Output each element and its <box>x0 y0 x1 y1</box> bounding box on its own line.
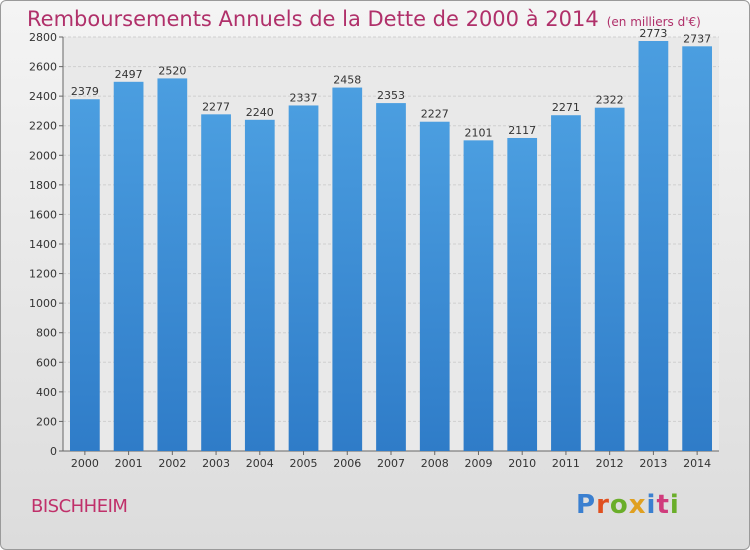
bar-value-label: 2227 <box>421 108 449 121</box>
bar <box>507 137 538 451</box>
x-tick-label: 2008 <box>421 457 449 470</box>
y-tick-label: 2400 <box>29 90 57 103</box>
chart-title: Remboursements Annuels de la Dette de 20… <box>27 7 701 31</box>
place-name: BISCHHEIM <box>31 496 128 517</box>
bar <box>244 119 275 452</box>
y-tick-label: 1000 <box>29 297 57 310</box>
bar <box>332 87 363 452</box>
bar-value-label: 2240 <box>246 106 274 119</box>
y-tick-label: 800 <box>36 327 57 340</box>
y-tick-label: 400 <box>36 386 57 399</box>
bar <box>594 107 625 451</box>
x-tick-label: 2003 <box>202 457 230 470</box>
y-tick-label: 0 <box>50 445 57 458</box>
bar-value-label: 2117 <box>508 124 536 137</box>
bar-value-label: 2322 <box>596 94 624 107</box>
x-tick-label: 2001 <box>115 457 143 470</box>
bar-value-label: 2271 <box>552 101 580 114</box>
y-tick-label: 1200 <box>29 268 57 281</box>
bar <box>69 99 100 451</box>
bar-value-label: 2737 <box>683 32 711 45</box>
bar <box>638 40 669 452</box>
x-tick-label: 2012 <box>596 457 624 470</box>
chart-title-text: Remboursements Annuels de la Dette de 20… <box>27 7 599 31</box>
x-tick-label: 2006 <box>333 457 361 470</box>
bar-value-label: 2353 <box>377 89 405 102</box>
bar <box>419 121 450 452</box>
x-tick-label: 2014 <box>683 457 711 470</box>
y-tick-label: 2000 <box>29 149 57 162</box>
bar <box>376 103 406 452</box>
x-tick-label: 2013 <box>639 457 667 470</box>
bar <box>157 78 188 452</box>
bar <box>113 81 144 451</box>
y-tick-label: 1600 <box>29 208 57 221</box>
y-tick-label: 1400 <box>29 238 57 251</box>
x-tick-label: 2007 <box>377 457 405 470</box>
bar-value-label: 2277 <box>202 100 230 113</box>
x-tick-label: 2002 <box>158 457 186 470</box>
proxiti-logo: Proxiti <box>576 490 680 520</box>
bar-value-label: 2773 <box>639 27 667 40</box>
y-tick-label: 1800 <box>29 179 57 192</box>
x-tick-label: 2011 <box>552 457 580 470</box>
y-tick-label: 2200 <box>29 120 57 133</box>
bar-value-label: 2520 <box>158 64 186 77</box>
bar <box>288 105 319 451</box>
bar-value-label: 2337 <box>290 91 318 104</box>
y-tick-label: 200 <box>36 415 57 428</box>
bar-value-label: 2379 <box>71 85 99 98</box>
chart-unit: (en milliers d'€) <box>606 15 701 29</box>
y-tick-label: 2800 <box>29 31 57 44</box>
bar <box>201 114 231 451</box>
bar <box>682 46 713 451</box>
bar <box>463 140 494 451</box>
x-tick-label: 2009 <box>464 457 492 470</box>
bar-value-label: 2458 <box>333 74 361 87</box>
x-tick-label: 2005 <box>290 457 318 470</box>
y-tick-label: 600 <box>36 356 57 369</box>
x-tick-label: 2000 <box>71 457 99 470</box>
x-tick-label: 2010 <box>508 457 536 470</box>
x-tick-label: 2004 <box>246 457 274 470</box>
bar-value-label: 2497 <box>115 68 143 81</box>
bar <box>551 115 581 451</box>
y-tick-label: 2600 <box>29 61 57 74</box>
bar-value-label: 2101 <box>464 126 492 139</box>
